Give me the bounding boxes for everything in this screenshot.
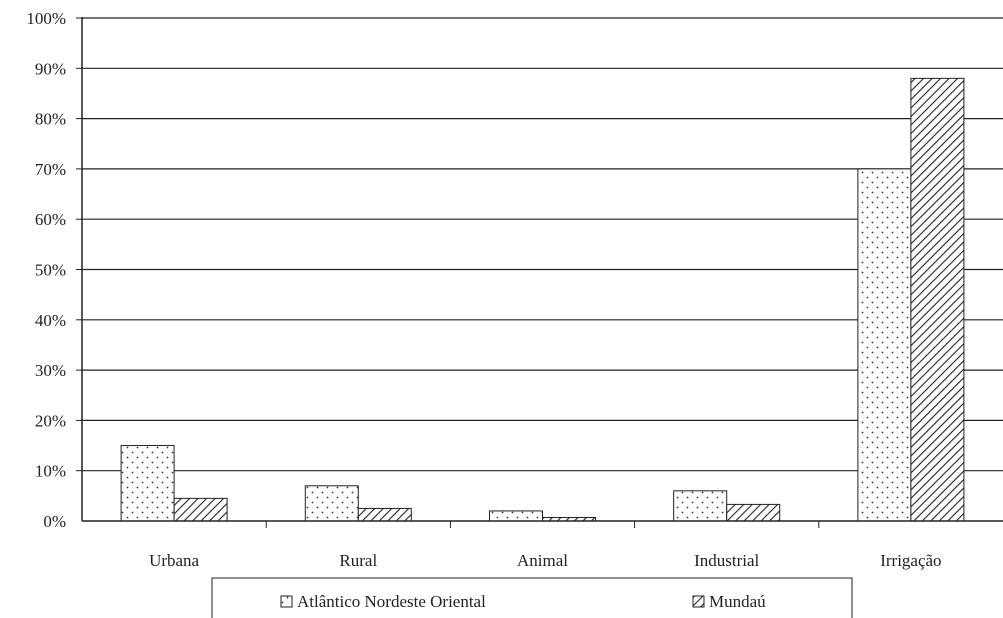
y-tick-label: 20% xyxy=(35,411,66,430)
y-tick-labels: 0% 10% 20% 30% 40% 50% 60% 70% 80% 90% 100% xyxy=(26,9,82,531)
y-tick-label: 90% xyxy=(35,59,66,78)
category-labels: Urbana Rural Animal Industrial Irrigação xyxy=(149,551,941,570)
bar-atlantico xyxy=(304,485,359,522)
bar-mundau xyxy=(173,497,228,522)
bar-atlantico xyxy=(673,490,728,522)
bar-atlantico xyxy=(489,510,543,522)
legend-label-atlantico: Atlântico Nordeste Oriental xyxy=(297,592,486,611)
legend-box xyxy=(211,577,853,618)
y-tick-label: 80% xyxy=(35,110,66,129)
legend: Atlântico Nordeste Oriental Mundaú xyxy=(211,577,853,618)
legend-label-mundau: Mundaú xyxy=(709,592,766,611)
bars xyxy=(120,77,965,522)
y-tick-label: 40% xyxy=(35,311,66,330)
y-tick-label: 70% xyxy=(35,160,66,179)
y-tick-label: 30% xyxy=(35,361,66,380)
y-tick-label: 0% xyxy=(43,512,66,531)
y-tick-label: 10% xyxy=(35,462,66,481)
x-category-label: Animal xyxy=(517,551,568,570)
y-tick-label: 50% xyxy=(35,261,66,280)
x-category-label: Industrial xyxy=(694,551,759,570)
bar-atlantico xyxy=(857,168,912,522)
y-tick-label: 100% xyxy=(26,9,66,28)
x-category-label: Irrigação xyxy=(880,551,941,570)
gridlines xyxy=(82,17,1003,472)
bar-mundau xyxy=(726,503,781,522)
bar-mundau xyxy=(910,77,965,522)
x-category-label: Rural xyxy=(339,551,377,570)
legend-swatch-atlantico xyxy=(280,595,293,608)
x-category-label: Urbana xyxy=(149,551,199,570)
legend-swatch-mundau xyxy=(692,595,705,608)
bar-atlantico xyxy=(120,445,175,522)
y-tick-label: 60% xyxy=(35,210,66,229)
bar-mundau xyxy=(357,507,412,522)
